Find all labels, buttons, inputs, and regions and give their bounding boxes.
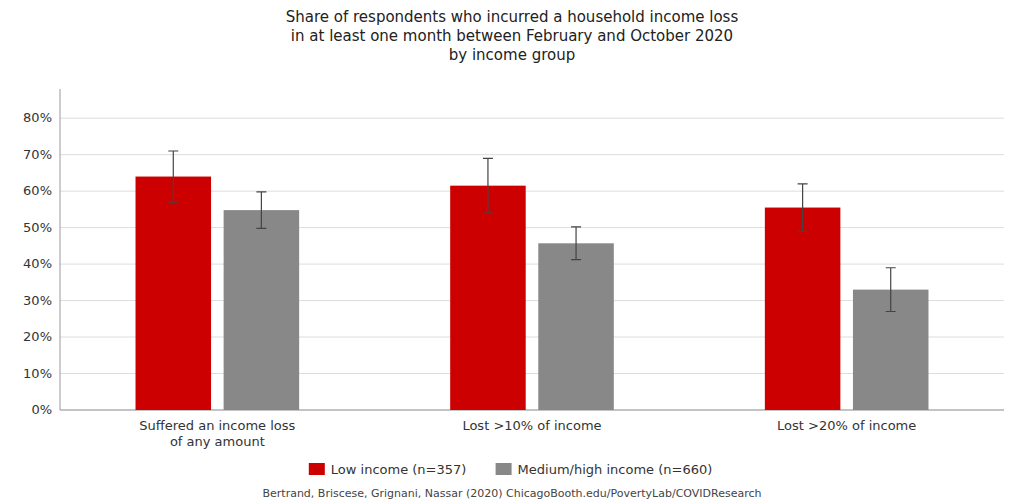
y-tick-label: 0% <box>31 402 52 417</box>
legend-swatch <box>309 463 325 475</box>
grid-line <box>60 118 1004 119</box>
error-bar <box>798 184 808 231</box>
x-tick-label: Suffered an income lossof any amount <box>139 418 295 449</box>
x-axis: Suffered an income lossof any amount Lost… <box>139 418 916 449</box>
legend-swatch <box>496 463 512 475</box>
grid-line <box>60 154 1004 155</box>
text-line: Share of respondents who incurred a hous… <box>286 8 739 26</box>
legend-label: Low income (n=357) <box>331 462 467 477</box>
bar <box>224 210 300 410</box>
text-line: Lost >10% of income <box>462 418 601 433</box>
title: Share of respondents who incurred a hous… <box>286 8 739 64</box>
text-line: by income group <box>449 46 575 64</box>
text-line: Suffered an income loss <box>139 418 295 433</box>
y-tick-label: 50% <box>23 220 52 235</box>
text-line: in at least one month between February a… <box>291 27 733 45</box>
text-line: Lost >20% of income <box>777 418 916 433</box>
x-tick-label: Lost >10% of income <box>462 418 601 433</box>
error-bar <box>256 192 266 228</box>
y-tick-label: 30% <box>23 293 52 308</box>
y-tick-label: 80% <box>23 110 52 125</box>
error-bar <box>571 227 581 260</box>
y-tick-label: 10% <box>23 366 52 381</box>
y-tick-label: 20% <box>23 329 52 344</box>
bars <box>136 151 929 410</box>
text-line: of any amount <box>170 434 265 449</box>
y-tick-label: 70% <box>23 147 52 162</box>
error-bar <box>483 158 493 213</box>
footnote: Bertrand, Briscese, Grignani, Nassar (20… <box>262 487 761 500</box>
y-tick-label: 60% <box>23 183 52 198</box>
error-bar <box>168 151 178 202</box>
chart: Share of respondents who incurred a hous… <box>0 0 1024 504</box>
y-tick-label: 40% <box>23 256 52 271</box>
bar <box>765 208 841 410</box>
bar <box>538 243 614 410</box>
x-tick-label: Lost >20% of income <box>777 418 916 433</box>
error-bar <box>886 268 896 312</box>
legend-label: Medium/high income (n=660) <box>518 462 713 477</box>
legend: Low income (n=357) Medium/high income (n=… <box>309 462 712 477</box>
y-axis: 0% 10% 20% 30% 40% 50% 60% 70% 80% <box>23 89 1004 417</box>
bar <box>450 186 526 410</box>
y-axis-line <box>60 89 61 410</box>
bar <box>136 177 212 410</box>
